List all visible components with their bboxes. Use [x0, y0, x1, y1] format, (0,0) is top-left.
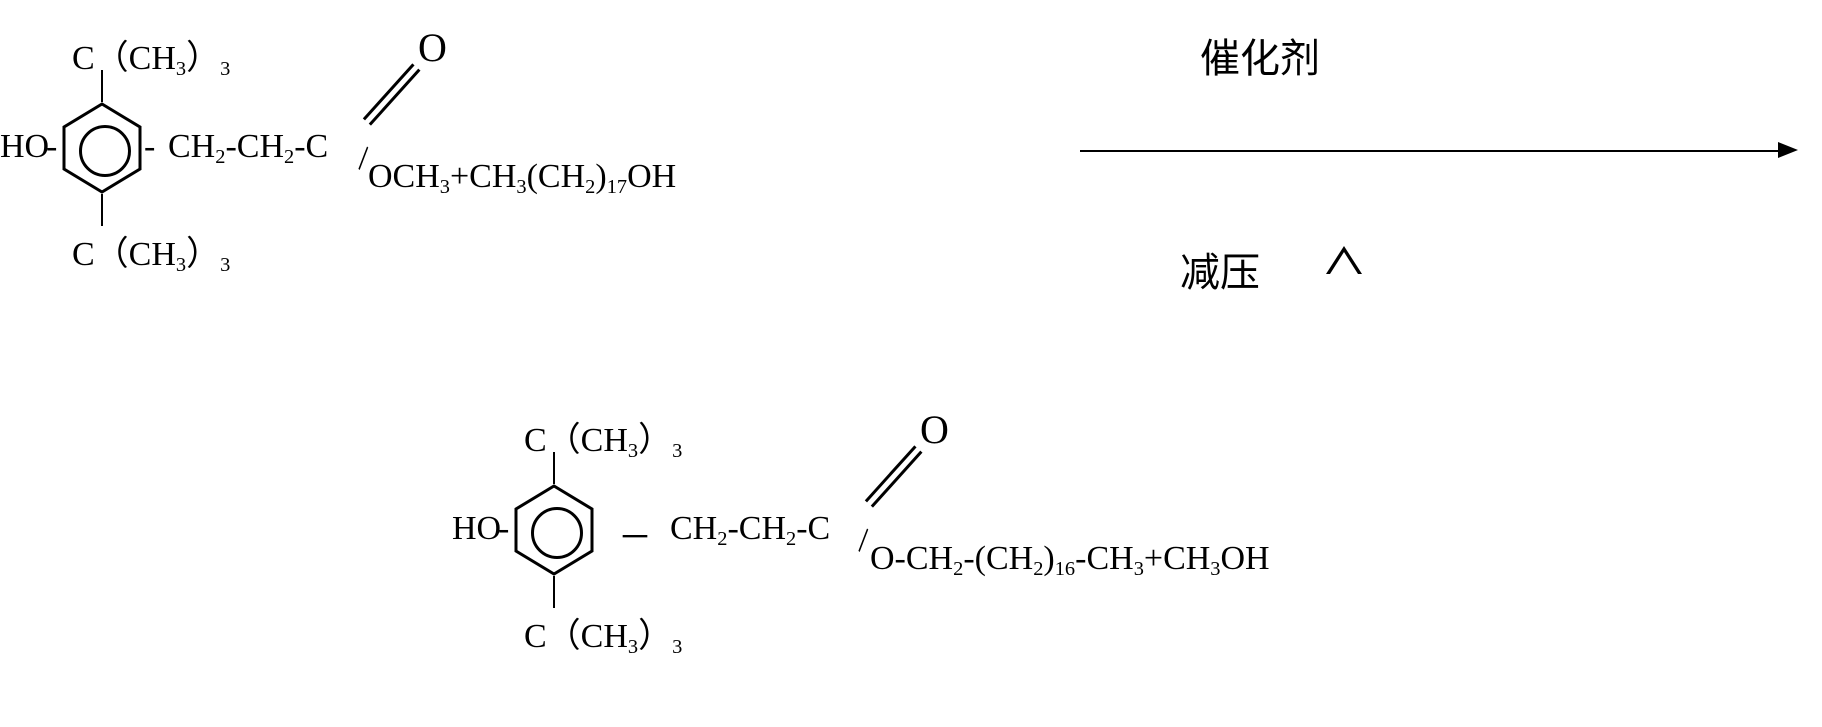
r1-bond-bot	[101, 194, 103, 226]
p-tail: O-CH2-(CH2)16-CH3+CH3OH	[870, 540, 1270, 581]
p-benzene-ring	[514, 484, 594, 576]
p-tbu-bot: C（CH3）3	[524, 608, 682, 659]
arrow-bottom-label: 减压	[1180, 240, 1260, 298]
reaction-scheme: HO - C（CH3）3 C（CH3）3 - CH2-CH2-C O OCH3+…	[0, 0, 1822, 727]
p-bond-bot	[553, 576, 555, 608]
p-tbu-top: C（CH3）3	[524, 412, 682, 463]
r1-ho: HO	[0, 128, 49, 166]
r1-tbu-top: C（CH3）3	[72, 30, 230, 81]
p-ring-dash: －	[618, 510, 652, 559]
p-chain: CH2-CH2-C	[670, 510, 830, 551]
p-c-double-o	[865, 445, 925, 509]
r1-chain: CH2-CH2-C	[168, 128, 328, 169]
p-ho: HO	[452, 510, 501, 548]
r1-tbu-bot: C（CH3）3	[72, 226, 230, 277]
reaction-arrow	[1080, 150, 1780, 152]
p-ho-dash: -	[498, 510, 509, 548]
r1-ho-dash: -	[46, 128, 57, 166]
reaction-arrow-head	[1778, 142, 1798, 158]
r1-o-double: O	[418, 24, 447, 71]
r1-ring-dash: -	[144, 128, 155, 166]
arrow-top-label: 催化剂	[1200, 26, 1320, 84]
p-o-double: O	[920, 406, 949, 453]
heat-triangle-inner	[1330, 252, 1358, 274]
r1-benzene-ring	[62, 102, 142, 194]
r1-c-double-o	[363, 63, 423, 127]
r1-och3: OCH3+CH3(CH2)17OH	[368, 158, 676, 199]
